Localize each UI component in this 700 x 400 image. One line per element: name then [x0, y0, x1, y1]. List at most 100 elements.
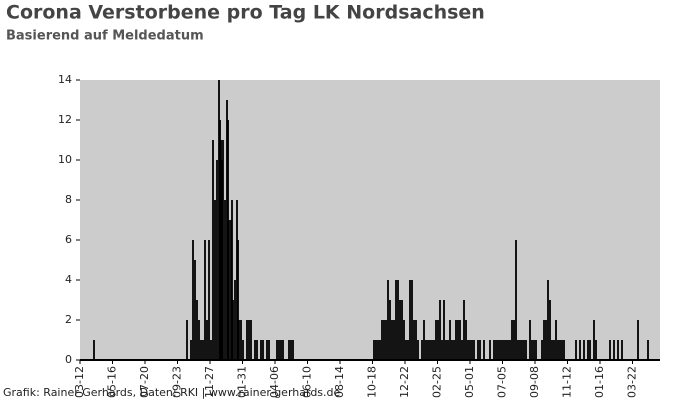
bar — [451, 340, 453, 360]
bar — [575, 340, 577, 360]
bar — [389, 300, 391, 360]
bar — [254, 340, 256, 360]
bar — [411, 280, 413, 360]
bar — [495, 340, 497, 360]
bar — [505, 340, 507, 360]
bar — [593, 320, 595, 360]
bar — [489, 340, 491, 360]
bar — [613, 340, 615, 360]
bar — [509, 340, 511, 360]
bar — [204, 240, 206, 360]
bar — [429, 340, 431, 360]
bar — [206, 320, 208, 360]
bar — [232, 300, 234, 360]
bar — [511, 320, 513, 360]
bar — [515, 240, 517, 360]
bar — [248, 320, 250, 360]
bar — [221, 160, 223, 360]
bar — [595, 340, 597, 360]
bar — [222, 140, 224, 360]
bar — [385, 320, 387, 360]
x-tick-label: 06-10 — [301, 366, 314, 398]
bar — [292, 340, 294, 360]
bar — [403, 320, 405, 360]
bar — [231, 200, 233, 360]
bar — [513, 320, 515, 360]
bar — [557, 340, 559, 360]
bar — [210, 340, 212, 360]
bar — [435, 320, 437, 360]
y-tick-label: 2 — [65, 313, 72, 326]
bar — [583, 340, 585, 360]
bar — [467, 340, 469, 360]
bar — [503, 340, 505, 360]
bar — [459, 320, 461, 360]
bar — [212, 140, 214, 360]
bar — [256, 340, 258, 360]
bar — [186, 320, 188, 360]
bar — [447, 340, 449, 360]
bar — [523, 340, 525, 360]
x-tick-label: 09-23 — [171, 366, 184, 398]
bar — [236, 200, 238, 360]
bar — [499, 340, 501, 360]
bar — [208, 240, 210, 360]
bar — [561, 340, 563, 360]
bar — [589, 340, 591, 360]
bar — [423, 320, 425, 360]
bar — [617, 340, 619, 360]
bar — [228, 220, 230, 360]
x-tick-label: 04-06 — [268, 366, 281, 398]
bar — [260, 340, 262, 360]
bar — [637, 320, 639, 360]
bar — [443, 300, 445, 360]
bar — [399, 300, 401, 360]
x-tick-label: 07-20 — [138, 366, 151, 398]
bar — [551, 340, 553, 360]
bar — [238, 320, 240, 360]
bar — [393, 320, 395, 360]
bar — [200, 340, 202, 360]
bar — [202, 340, 204, 360]
bar — [563, 340, 565, 360]
bar — [553, 340, 555, 360]
bar — [441, 340, 443, 360]
bar — [391, 320, 393, 360]
x-tick-label: 03-12 — [73, 366, 86, 398]
bar — [545, 320, 547, 360]
bar — [216, 160, 218, 360]
chart-title: Corona Verstorbene pro Tag LK Nordsachse… — [6, 2, 485, 24]
bar — [427, 340, 429, 360]
x-tick-label: 01-31 — [236, 366, 249, 398]
bar — [262, 340, 264, 360]
x-tick-label: 11-12 — [561, 366, 574, 398]
plot-area — [80, 80, 660, 360]
bar — [381, 320, 383, 360]
bar — [242, 340, 244, 360]
bar — [290, 340, 292, 360]
bar — [230, 220, 232, 360]
bar — [471, 340, 473, 360]
bar — [278, 340, 280, 360]
bar — [268, 340, 270, 360]
bar — [541, 340, 543, 360]
bar — [387, 280, 389, 360]
bar — [214, 200, 216, 360]
bar — [437, 320, 439, 360]
y-tick-label: 12 — [58, 113, 72, 126]
bar — [373, 340, 375, 360]
bar — [266, 340, 268, 360]
bar — [493, 340, 495, 360]
bar — [497, 340, 499, 360]
bar — [280, 340, 282, 360]
y-tick-label: 10 — [58, 153, 72, 166]
bar — [409, 280, 411, 360]
bar — [609, 340, 611, 360]
x-tick-label: 09-08 — [528, 366, 541, 398]
bar — [587, 340, 589, 360]
bar — [395, 280, 397, 360]
bar — [483, 340, 485, 360]
bar — [425, 340, 427, 360]
bar — [405, 340, 407, 360]
bar — [555, 320, 557, 360]
